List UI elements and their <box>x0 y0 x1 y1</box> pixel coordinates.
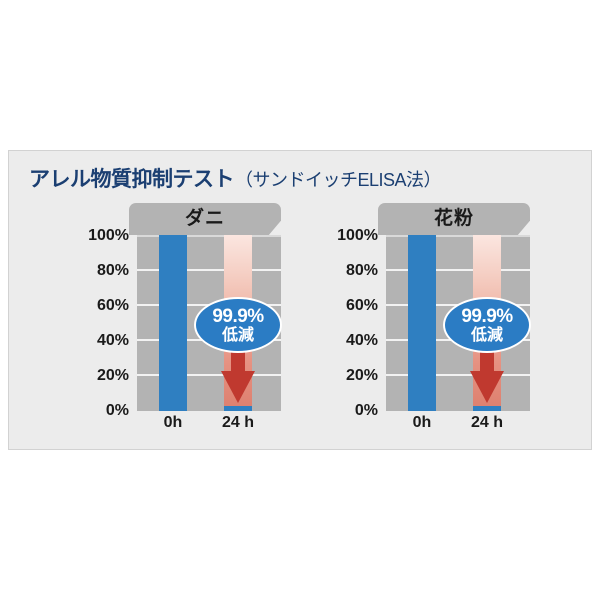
x-tick-0h-kafun: 0h <box>412 414 432 431</box>
y-axis-labels-dani: 100% 80% 60% 40% 20% 0% <box>61 228 133 419</box>
down-arrow-icon-kafun <box>469 313 505 405</box>
x-tick-0h-dani: 0h <box>163 414 183 431</box>
bar-kafun-0h <box>408 235 436 411</box>
y-tick-60: 60% <box>345 297 378 314</box>
y-tick-20: 20% <box>345 367 378 384</box>
gridline-20 <box>137 374 281 376</box>
y-tick-60: 60% <box>96 297 129 314</box>
reduction-callout-percent-dani: 99.9% <box>212 305 264 327</box>
reduction-callout-word-kafun: 低減 <box>470 326 503 344</box>
y-axis-labels-kafun: 100% 80% 60% 40% 20% 0% <box>310 228 382 419</box>
bar-dani-0h <box>159 235 187 411</box>
chart-header-tab-kafun: 花粉 <box>378 203 530 235</box>
y-tick-20: 20% <box>96 367 129 384</box>
chart-header-label-kafun: 花粉 <box>433 208 474 229</box>
y-tick-100: 100% <box>88 227 129 244</box>
chart-header-tab-dani: ダニ <box>129 203 281 235</box>
plot-area-dani: 99.9% 低減 <box>137 235 282 411</box>
y-tick-0: 0% <box>105 402 129 419</box>
page-title-main: アレル物質抑制テスト <box>29 168 235 191</box>
chart-header-label-dani: ダニ <box>184 208 225 229</box>
content-panel: アレル物質抑制テスト （サンドイッチELISA法） ダニ 100% 80% 60… <box>8 150 592 450</box>
y-tick-80: 80% <box>96 262 129 279</box>
y-tick-80: 80% <box>345 262 378 279</box>
x-axis-labels-dani: 0h 24 h <box>137 415 281 437</box>
reduction-callout-percent-kafun: 99.9% <box>461 305 513 327</box>
bar-dani-24h <box>224 406 252 411</box>
gridline-100 <box>386 235 530 237</box>
x-tick-24h-kafun: 24 h <box>470 414 503 431</box>
y-tick-40: 40% <box>345 332 378 349</box>
x-axis-labels-kafun: 0h 24 h <box>386 415 530 437</box>
gridline-20 <box>386 374 530 376</box>
bar-kafun-24h <box>473 406 501 411</box>
gridline-80 <box>137 269 281 271</box>
y-tick-0: 0% <box>354 402 378 419</box>
gridline-100 <box>137 235 281 237</box>
y-tick-40: 40% <box>96 332 129 349</box>
page-title-sub: （サンドイッチELISA法） <box>235 170 442 190</box>
x-tick-24h-dani: 24 h <box>221 414 254 431</box>
reduction-callout-kafun: 99.9% 低減 <box>443 297 531 353</box>
reduction-callout-dani: 99.9% 低減 <box>194 297 282 353</box>
reduction-callout-word-dani: 低減 <box>221 326 254 344</box>
down-arrow-icon-dani <box>220 313 256 405</box>
page-title: アレル物質抑制テスト （サンドイッチELISA法） <box>29 163 442 193</box>
plot-area-kafun: 99.9% 低減 <box>386 235 531 411</box>
y-tick-100: 100% <box>337 227 378 244</box>
gridline-80 <box>386 269 530 271</box>
